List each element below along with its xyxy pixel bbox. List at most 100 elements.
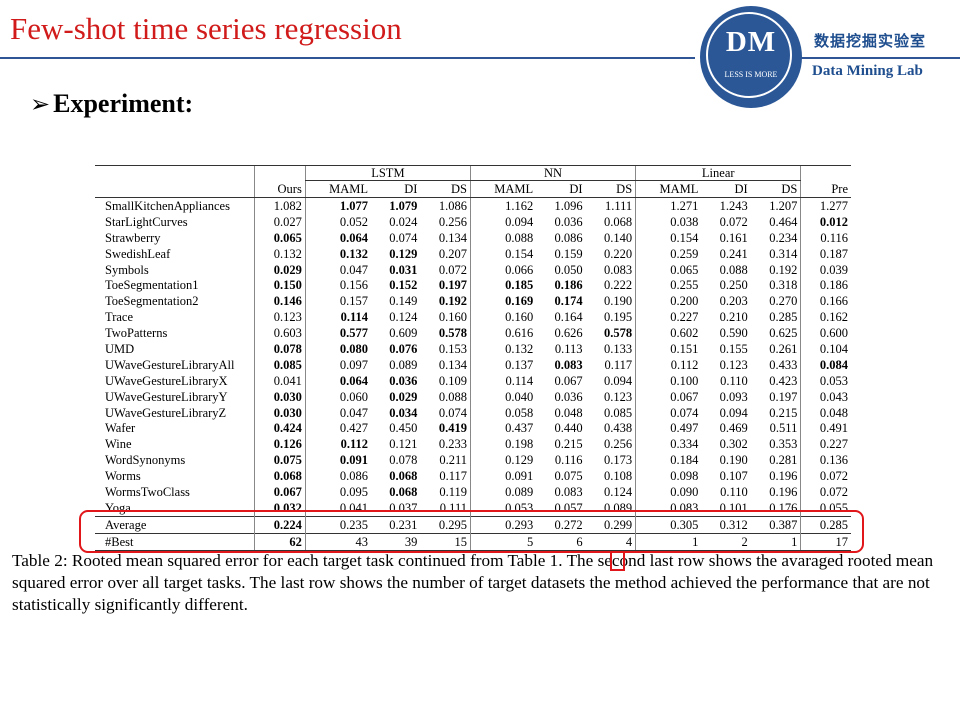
row-label: TwoPatterns bbox=[105, 326, 168, 341]
table-cell: 2 bbox=[701, 532, 751, 551]
table-cell: 0.137 bbox=[469, 356, 537, 373]
table-cell: 0.173 bbox=[604, 453, 633, 468]
table-cell: 39 bbox=[371, 532, 421, 551]
table-cell: 0.067 bbox=[635, 388, 702, 405]
table-cell: 0.072 bbox=[800, 468, 851, 485]
table-cell: 0.076 bbox=[389, 341, 418, 356]
table-cell: 0.433 bbox=[769, 357, 798, 372]
table-cell: 0.203 bbox=[719, 294, 748, 309]
table-cell: 0.074 bbox=[438, 405, 467, 420]
table-cell: 6 bbox=[536, 532, 586, 551]
table-cell: 0.155 bbox=[719, 341, 748, 356]
logo-divider bbox=[800, 57, 960, 59]
table-cell: 0.190 bbox=[719, 453, 748, 468]
table-cell: 0.088 bbox=[438, 389, 467, 404]
table-cell: 0.064 bbox=[304, 372, 372, 389]
table-cell: 0.047 bbox=[304, 404, 372, 421]
table-cell: 0.207 bbox=[438, 246, 467, 261]
table-cell: 0.215 bbox=[554, 437, 583, 452]
table-cell: 0.161 bbox=[719, 230, 748, 245]
table-cell: 0.038 bbox=[635, 213, 702, 230]
table-cell: 0.083 bbox=[604, 262, 633, 277]
highlight-box-table-reference bbox=[610, 551, 625, 571]
table-row: Symbols 0.029 0.047 0.031 0.072 0.066 0.050 0.0… bbox=[95, 261, 851, 278]
lab-logo-initials: DM bbox=[725, 26, 777, 58]
table-cell: 0.195 bbox=[604, 310, 633, 325]
row-label: UMD bbox=[105, 341, 135, 356]
table-cell: 0.497 bbox=[635, 420, 702, 437]
table-cell: 0.256 bbox=[604, 437, 633, 452]
table-cell: 0.089 bbox=[469, 484, 537, 500]
row-label: Symbols bbox=[105, 262, 149, 277]
table-cell: 1.086 bbox=[438, 198, 467, 213]
table-cell: 0.095 bbox=[304, 484, 372, 500]
table-cell: 0.088 bbox=[469, 229, 537, 246]
table-cell: 0.029 bbox=[254, 261, 306, 278]
table-cell: 62 bbox=[254, 532, 306, 551]
table-cell: 0.039 bbox=[800, 261, 851, 278]
table-row: Wine 0.126 0.112 0.121 0.233 0.198 0.215 0.256 0… bbox=[95, 436, 851, 453]
table-cell: 0.068 bbox=[254, 468, 306, 485]
table-cell: 0.437 bbox=[469, 420, 537, 437]
group-header: LSTM bbox=[304, 165, 471, 181]
table-cell: 0.134 bbox=[438, 357, 467, 372]
table-cell: 0.220 bbox=[604, 246, 633, 261]
table-cell: 0.084 bbox=[800, 356, 851, 373]
row-label: UWaveGestureLibraryAll bbox=[105, 357, 235, 372]
table-cell: 0.094 bbox=[469, 213, 537, 230]
table-cell: 1.079 bbox=[389, 198, 418, 213]
column-header: DI bbox=[701, 180, 751, 198]
table-cell: 0.036 bbox=[554, 214, 583, 229]
table-row: StarLightCurves 0.027 0.052 0.024 0.256 0.094… bbox=[95, 213, 851, 230]
table-cell: 0.034 bbox=[389, 405, 418, 420]
table-cell: 0.577 bbox=[304, 325, 372, 342]
table-cell: 0.197 bbox=[438, 278, 467, 293]
table-cell: 0.259 bbox=[635, 245, 702, 262]
row-label: SmallKitchenAppliances bbox=[105, 198, 230, 213]
lab-name-chinese: 数据挖掘实验室 bbox=[814, 32, 927, 50]
table-cell: 0.198 bbox=[469, 436, 537, 453]
table-cell: 0.419 bbox=[438, 421, 467, 436]
table-cell: 0.227 bbox=[635, 309, 702, 326]
table-cell: 0.174 bbox=[554, 294, 583, 309]
table-cell: 0.047 bbox=[304, 261, 372, 278]
table-cell: 0.110 bbox=[720, 373, 748, 388]
table-cell: 0.107 bbox=[719, 469, 748, 484]
table-cell: 0.438 bbox=[604, 421, 633, 436]
table-cell: 0.151 bbox=[635, 341, 702, 357]
table-cell: 0.255 bbox=[635, 277, 702, 294]
row-label: ToeSegmentation2 bbox=[105, 294, 199, 309]
table-cell: 0.060 bbox=[304, 388, 372, 405]
table-cell: 0.285 bbox=[800, 515, 851, 534]
table-cell: 0.423 bbox=[769, 373, 798, 388]
table-cell: 0.132 bbox=[469, 341, 537, 357]
table-cell: 0.153 bbox=[438, 341, 467, 356]
table-cell: 0.129 bbox=[469, 452, 537, 469]
bullet-text: Experiment: bbox=[53, 89, 194, 118]
table-cell: 0.132 bbox=[304, 245, 372, 262]
table-cell: 0.086 bbox=[554, 230, 583, 245]
table-cell: 1.243 bbox=[719, 198, 748, 213]
table-cell: 0.089 bbox=[389, 357, 418, 372]
table-cell: 0.157 bbox=[304, 293, 372, 310]
table-cell: 0.124 bbox=[604, 484, 633, 499]
column-header-row: Ours MAML DI DS MAML DI DS MAML DI DS Pr… bbox=[95, 180, 851, 198]
table-cell: 0.440 bbox=[554, 421, 583, 436]
table-cell: 0.116 bbox=[554, 453, 583, 468]
table-cell: 0.270 bbox=[769, 294, 798, 309]
table-cell: 0.074 bbox=[635, 404, 702, 421]
table-row: Strawberry 0.065 0.064 0.074 0.134 0.088 0.086… bbox=[95, 229, 851, 246]
table-cell: 0.050 bbox=[554, 262, 583, 277]
table-cell: 0.036 bbox=[389, 373, 418, 388]
table-cell: 0.024 bbox=[389, 214, 418, 229]
row-label: Wafer bbox=[105, 421, 136, 436]
table-cell: 0.190 bbox=[604, 294, 633, 309]
table-cell: 0.068 bbox=[389, 484, 418, 499]
table-cell: 0.116 bbox=[800, 229, 851, 246]
table-cell: 0.299 bbox=[585, 515, 636, 534]
table-row: UWaveGestureLibraryX 0.041 0.064 0.036 0.109… bbox=[95, 372, 851, 389]
row-label: Trace bbox=[105, 310, 134, 325]
table-cell: 0.469 bbox=[719, 421, 748, 436]
table-cell: 0.112 bbox=[635, 356, 702, 373]
table-cell: 1.096 bbox=[554, 198, 583, 213]
